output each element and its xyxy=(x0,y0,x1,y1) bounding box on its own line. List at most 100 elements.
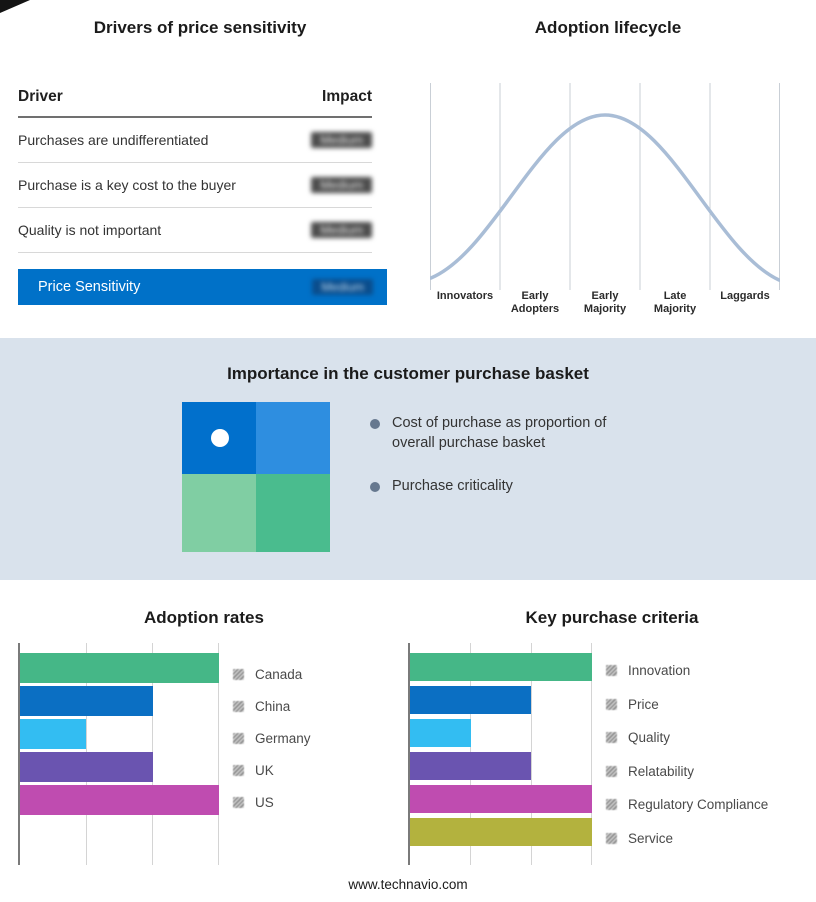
bullet-item: Purchase criticality xyxy=(370,477,650,497)
bar-relatability xyxy=(410,752,532,780)
legend-item: US xyxy=(233,786,311,818)
lifecycle-stage-label: Laggards xyxy=(720,290,770,302)
legend-label: Canada xyxy=(255,666,303,682)
bar-china xyxy=(20,686,153,716)
bar-germany xyxy=(20,719,87,749)
legend-swatch-blurred xyxy=(233,796,244,808)
adoption-rates-chart xyxy=(18,643,219,865)
bar-us xyxy=(20,785,219,815)
driver-label: Purchases are undifferentiated xyxy=(18,132,209,148)
legend-item: Quality xyxy=(606,721,768,755)
adoption-lifecycle-panel: Adoption lifecycle Innovators Early Adopt… xyxy=(400,0,816,338)
driver-row: Quality is not important Medium xyxy=(18,208,372,253)
drivers-table-header: Driver Impact xyxy=(18,88,372,118)
purchase-basket-section: Importance in the customer purchase bask… xyxy=(0,338,816,580)
legend-label: Germany xyxy=(255,730,311,746)
corner-fold-decoration xyxy=(0,0,30,13)
legend-item: Regulatory Compliance xyxy=(606,788,768,822)
impact-value-blurred: Medium xyxy=(311,222,372,238)
adoption-rates-title: Adoption rates xyxy=(144,608,264,627)
criteria-legend: Innovation Price Quality Relatability Regula… xyxy=(606,654,768,855)
price-sensitivity-impact-blurred: Medium xyxy=(312,279,373,295)
driver-label: Quality is not important xyxy=(18,222,162,238)
lifecycle-bell-curve-chart xyxy=(430,83,780,290)
bar-canada xyxy=(20,653,219,683)
lifecycle-gridlines xyxy=(430,83,780,290)
drivers-table: Driver Impact Purchases are undifferenti… xyxy=(18,88,372,253)
bar-uk xyxy=(20,752,153,782)
lifecycle-stage-labels: Innovators Early Adopters Early Majority La… xyxy=(430,290,780,316)
quadrant-cell-bottom-left xyxy=(182,474,256,552)
legend-swatch-blurred xyxy=(233,732,244,744)
bar-innovation xyxy=(410,653,592,681)
legend-swatch-blurred xyxy=(606,765,617,777)
legend-item: UK xyxy=(233,754,311,786)
impact-column-header: Impact xyxy=(322,88,372,105)
legend-item: China xyxy=(233,690,311,722)
legend-item: Canada xyxy=(233,658,311,690)
legend-item: Price xyxy=(606,688,768,722)
basket-bullets: Cost of purchase as proportion of overal… xyxy=(370,414,650,552)
lifecycle-stage-label: Early Majority xyxy=(583,290,627,316)
legend-item: Service xyxy=(606,822,768,856)
legend-swatch-blurred xyxy=(606,665,617,677)
price-sensitivity-label: Price Sensitivity xyxy=(38,279,141,295)
adoption-rates-legend: Canada China Germany UK US xyxy=(233,658,311,818)
bullet-dot xyxy=(370,419,380,429)
bullet-text: Cost of purchase as proportion of overal… xyxy=(392,415,607,451)
legend-label: Regulatory Compliance xyxy=(628,797,769,813)
legend-label: Service xyxy=(628,830,674,846)
legend-swatch-blurred xyxy=(606,832,617,844)
lifecycle-title: Adoption lifecycle xyxy=(534,18,682,37)
bottom-charts-section: Adoption rates Key purchase criteria Can… xyxy=(0,580,816,902)
legend-swatch-blurred xyxy=(233,764,244,776)
legend-item: Innovation xyxy=(606,654,768,688)
bullet-dot xyxy=(370,482,380,493)
quadrant-position-marker xyxy=(211,429,229,447)
legend-label: Price xyxy=(628,696,659,712)
lifecycle-stage-label: Innovators xyxy=(436,290,494,302)
purchase-basket-quadrant xyxy=(182,402,330,552)
purchase-basket-title: Importance in the customer purchase bask… xyxy=(227,364,589,383)
criteria-chart xyxy=(408,643,592,865)
driver-row: Purchases are undifferentiated Medium xyxy=(18,118,372,163)
top-section: Drivers of price sensitivity Driver Impa… xyxy=(0,0,816,338)
legend-item: Germany xyxy=(233,722,311,754)
impact-value-blurred: Medium xyxy=(311,177,372,193)
lifecycle-stage-label: Early Adopters xyxy=(510,290,560,316)
driver-column-header: Driver xyxy=(18,88,63,105)
bullet-text: Purchase criticality xyxy=(392,478,513,495)
legend-item: Relatability xyxy=(606,755,768,789)
key-purchase-criteria-title: Key purchase criteria xyxy=(525,608,699,627)
price-sensitivity-summary-bar: Price Sensitivity Medium xyxy=(18,269,387,305)
driver-label: Purchase is a key cost to the buyer xyxy=(18,177,236,193)
legend-label: US xyxy=(255,794,274,810)
driver-row: Purchase is a key cost to the buyer Mediu… xyxy=(18,163,372,208)
purchase-basket-content: Cost of purchase as proportion of overal… xyxy=(0,402,816,552)
legend-label: UK xyxy=(255,762,274,778)
bar-price xyxy=(410,686,532,714)
adoption-rates-bars xyxy=(20,653,219,818)
legend-label: Quality xyxy=(628,730,671,746)
legend-swatch-blurred xyxy=(606,799,617,811)
impact-value-blurred: Medium xyxy=(311,132,372,148)
price-sensitivity-panel: Drivers of price sensitivity Driver Impa… xyxy=(0,0,400,338)
bell-curve xyxy=(430,113,780,282)
criteria-bars xyxy=(410,653,592,851)
drivers-title: Drivers of price sensitivity xyxy=(93,18,307,37)
legend-label: China xyxy=(255,698,291,714)
legend-swatch-blurred xyxy=(606,732,617,744)
lifecycle-stage-label: Late Majority xyxy=(653,290,697,316)
legend-swatch-blurred xyxy=(606,698,617,710)
bar-quality xyxy=(410,719,471,747)
legend-swatch-blurred xyxy=(233,700,244,712)
bullet-item: Cost of purchase as proportion of overal… xyxy=(370,414,650,453)
quadrant-cell-bottom-right xyxy=(256,474,330,552)
driver-rows: Purchases are undifferentiated Medium Purc… xyxy=(18,118,372,253)
legend-label: Innovation xyxy=(628,663,691,679)
quadrant-cell-top-right xyxy=(256,402,330,474)
legend-swatch-blurred xyxy=(233,668,244,680)
bar-service xyxy=(410,818,592,846)
bar-regulatory-compliance xyxy=(410,785,592,813)
